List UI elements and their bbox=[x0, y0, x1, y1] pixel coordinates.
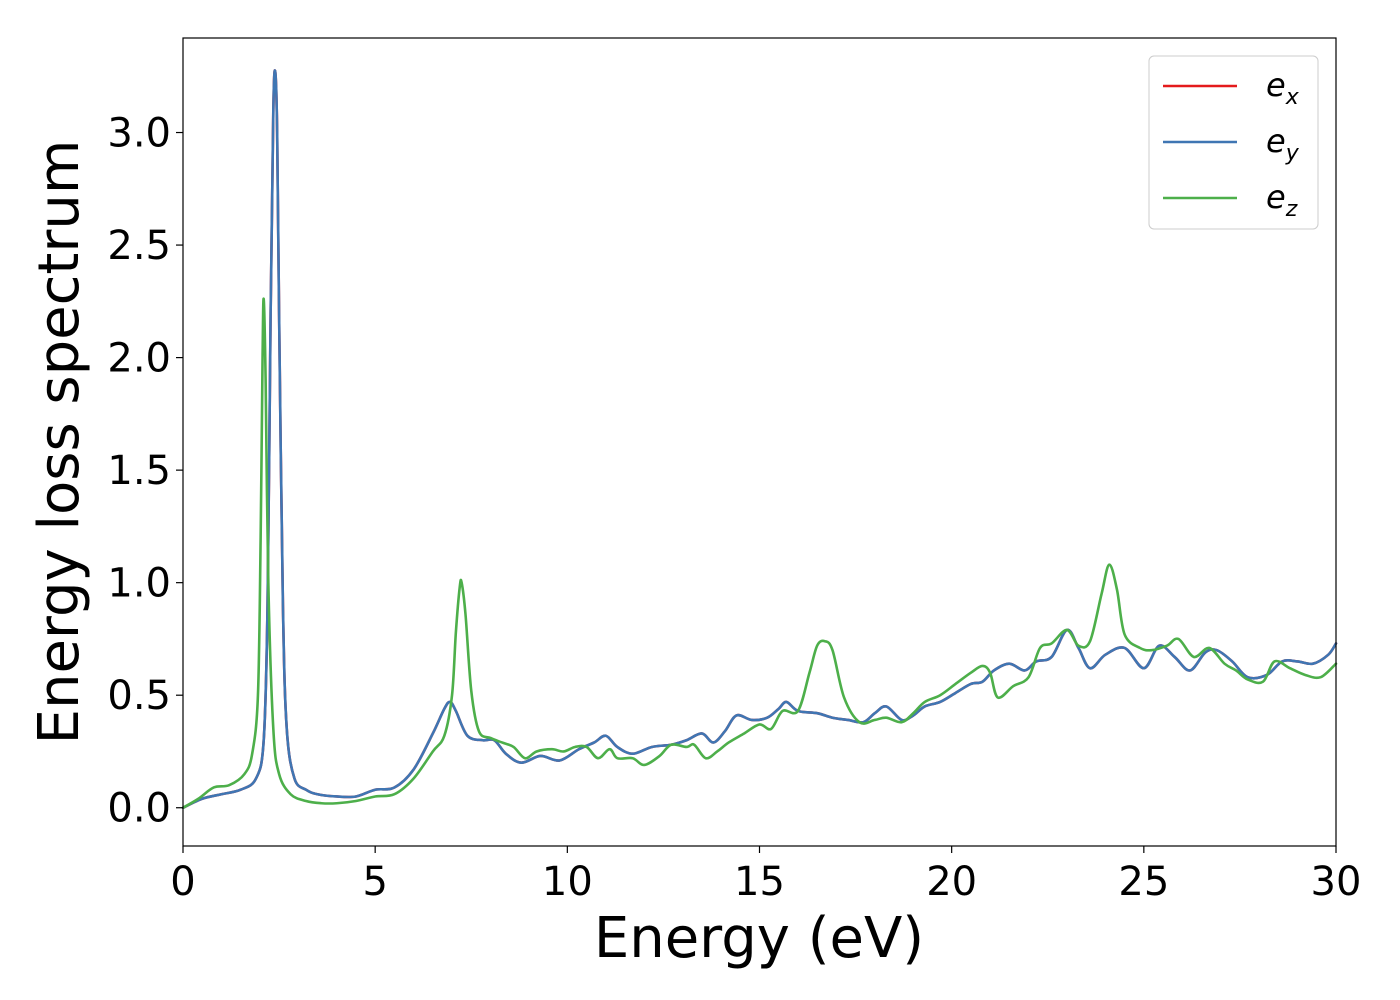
x-tick-label: 15 bbox=[734, 859, 785, 905]
y-tick-label: 1.5 bbox=[107, 448, 171, 494]
x-tick-label: 0 bbox=[170, 859, 195, 905]
series-line-e-y bbox=[181, 69, 1338, 810]
y-tick-label: 0.0 bbox=[107, 786, 171, 832]
y-axis-title: Energy loss spectrum bbox=[27, 140, 92, 745]
x-tick-label: 20 bbox=[926, 859, 977, 905]
legend-label-e-y: ey bbox=[1266, 122, 1300, 166]
y-axis: 0.0 0.5 1.0 1.5 2.0 2.5 3.0 bbox=[107, 111, 183, 832]
series-line-e-z bbox=[181, 297, 1338, 810]
y-tick-label: 3.0 bbox=[107, 111, 171, 157]
y-tick-label: 1.0 bbox=[107, 561, 171, 607]
x-axis: 0 5 10 15 20 25 30 bbox=[170, 846, 1361, 905]
x-tick-label: 10 bbox=[542, 859, 593, 905]
series-layer bbox=[181, 69, 1338, 810]
x-tick-label: 5 bbox=[362, 859, 387, 905]
y-tick-label: 2.5 bbox=[107, 223, 171, 269]
y-tick-label: 0.5 bbox=[107, 673, 171, 719]
legend: ex ey ez bbox=[1148, 55, 1319, 230]
x-tick-label: 30 bbox=[1311, 859, 1362, 905]
legend-label-e-z: ez bbox=[1266, 178, 1298, 222]
x-axis-title: Energy (eV) bbox=[594, 906, 924, 971]
legend-label-e-x: ex bbox=[1266, 66, 1300, 110]
y-tick-label: 2.0 bbox=[107, 336, 171, 382]
x-tick-label: 25 bbox=[1118, 859, 1169, 905]
